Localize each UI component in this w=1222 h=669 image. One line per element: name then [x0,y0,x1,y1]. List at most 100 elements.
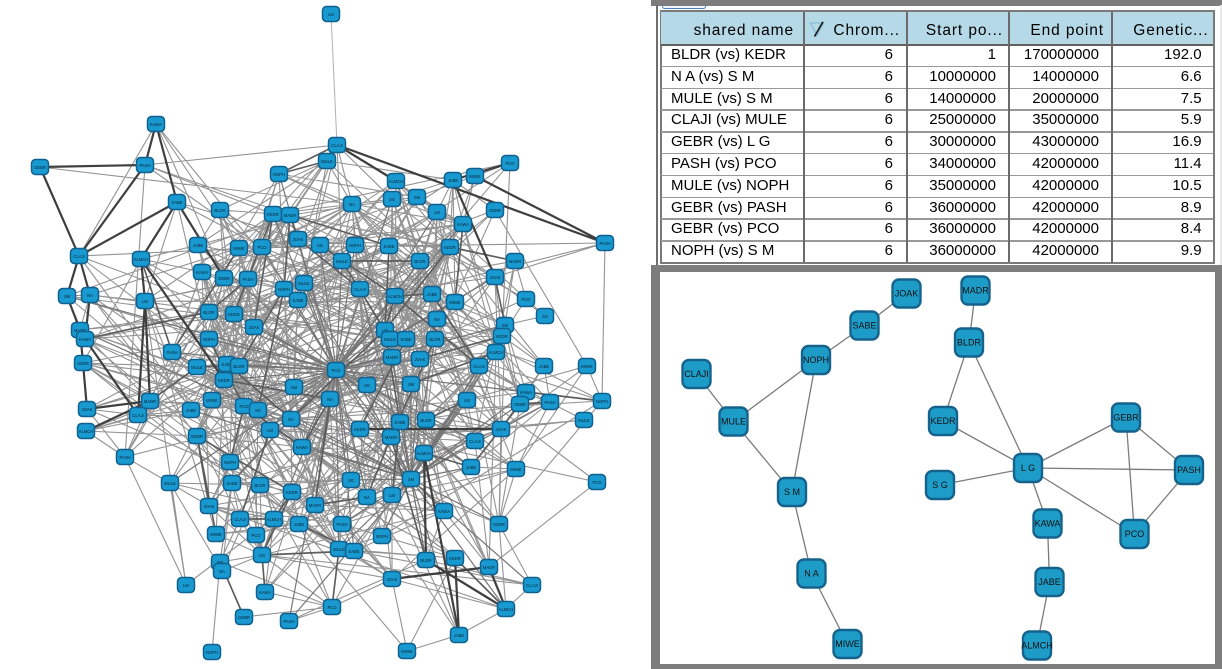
svg-text:MADR: MADR [309,503,321,508]
svg-text:JOAK: JOAK [249,325,260,330]
svg-text:BLDR: BLDR [420,418,431,423]
svg-text:SM: SM [502,323,509,328]
svg-text:NOPH: NOPH [596,399,608,404]
svg-text:MIWE: MIWE [233,246,245,251]
svg-text:BLDR: BLDR [414,259,425,264]
svg-text:ALMCH: ALMCH [79,429,94,434]
svg-text:JOAK: JOAK [204,504,215,509]
svg-text:MULE: MULE [191,365,203,370]
svg-text:PASH: PASH [599,241,610,246]
svg-text:LM: LM [267,428,273,433]
svg-text:MULE: MULE [333,547,345,552]
svg-text:KAWA: KAWA [79,337,91,342]
svg-text:JOAK: JOAK [496,427,507,432]
svg-text:CLAJI: CLAJI [469,439,480,444]
svg-text:SM: SM [408,382,415,387]
svg-text:MIWE: MIWE [206,398,218,403]
svg-text:CLAJI: CLAJI [473,364,484,369]
svg-text:JOAK: JOAK [895,289,919,299]
svg-text:KEDR: KEDR [444,245,456,250]
svg-text:JABE: JABE [466,465,477,470]
svg-text:CLAJI: CLAJI [132,413,143,418]
svg-text:SG: SG [255,408,261,413]
svg-text:PCO: PCO [257,245,267,250]
svg-text:PCO: PCO [592,480,602,485]
svg-text:KEDR: KEDR [449,556,461,561]
svg-text:SM: SM [408,477,415,482]
svg-text:N A: N A [804,569,819,579]
svg-text:PASH: PASH [336,522,347,527]
svg-text:KAWA: KAWA [196,270,208,275]
svg-text:SG: SG [542,314,548,319]
svg-text:PASH: PASH [1177,465,1201,475]
svg-text:PASH: PASH [283,619,294,624]
svg-text:NOPH: NOPH [349,243,361,248]
svg-text:KAWA: KAWA [150,122,162,127]
svg-text:GEBR: GEBR [489,208,501,213]
svg-text:JABE: JABE [427,292,438,297]
svg-text:ALMCH: ALMCH [417,451,432,456]
svg-text:KEDR: KEDR [354,427,366,432]
svg-text:NOPH: NOPH [203,337,215,342]
svg-text:MIWE: MIWE [401,649,413,654]
svg-text:PASH: PASH [166,350,177,355]
svg-text:LM: LM [464,398,470,403]
svg-text:SABE: SABE [852,321,876,331]
svg-text:MULE: MULE [578,418,590,423]
svg-text:L G: L G [1021,463,1035,473]
svg-text:PCO: PCO [1125,529,1145,539]
svg-text:MULE: MULE [384,337,396,342]
svg-text:NOPH: NOPH [224,460,236,465]
svg-text:MADR: MADR [962,286,989,296]
svg-text:SABE: SABE [348,549,359,554]
svg-text:KAWA: KAWA [438,509,450,514]
svg-text:MADR: MADR [144,399,156,404]
svg-text:PCO: PCO [505,161,515,166]
svg-text:SABE: SABE [221,362,232,367]
svg-text:JABE: JABE [539,364,550,369]
svg-text:MADR: MADR [386,355,398,360]
svg-text:NA: NA [288,417,294,422]
svg-text:NA: NA [364,495,370,500]
svg-text:LM: LM [328,12,334,17]
svg-text:SG: SG [389,197,395,202]
svg-text:KEDR: KEDR [286,490,298,495]
svg-text:CLAJI: CLAJI [354,287,365,292]
svg-text:NA: NA [87,293,93,298]
svg-text:SM: SM [64,294,71,299]
svg-text:NA: NA [349,202,355,207]
svg-text:MULE: MULE [721,417,746,427]
svg-text:BLDR: BLDR [233,364,244,369]
svg-text:LM: LM [382,328,388,333]
svg-text:KEDR: KEDR [496,334,508,339]
svg-text:CLAJI: CLAJI [684,369,709,379]
svg-text:BLDR: BLDR [203,310,214,315]
svg-text:MADR: MADR [74,328,86,333]
svg-text:LM: LM [183,583,189,588]
svg-text:SABE: SABE [226,481,237,486]
svg-text:KEDR: KEDR [267,212,279,217]
svg-text:LM: LM [142,299,148,304]
svg-text:MULE: MULE [321,159,333,164]
svg-text:MULE: MULE [298,281,310,286]
svg-text:MULE: MULE [336,259,348,264]
svg-text:NOPH: NOPH [206,650,218,655]
svg-text:PCO: PCO [239,404,249,409]
svg-text:KAWA: KAWA [520,390,532,395]
svg-text:NA: NA [434,317,440,322]
svg-text:CLAJI: CLAJI [234,517,245,522]
svg-text:S M: S M [784,487,800,497]
svg-text:ALMCH: ALMCH [267,517,282,522]
svg-text:PASH: PASH [544,400,555,405]
svg-text:GEBR: GEBR [34,165,46,170]
svg-text:SABE: SABE [400,337,411,342]
svg-text:SABE: SABE [394,420,405,425]
svg-text:JOAK: JOAK [415,357,426,362]
svg-text:SABE: SABE [171,200,182,205]
svg-text:JOAK: JOAK [387,577,398,582]
svg-text:NOPH: NOPH [376,534,388,539]
svg-text:MADR: MADR [284,213,296,218]
svg-text:GEBR: GEBR [514,402,526,407]
svg-text:MIWE: MIWE [449,300,461,305]
svg-text:JABE: JABE [448,178,459,183]
